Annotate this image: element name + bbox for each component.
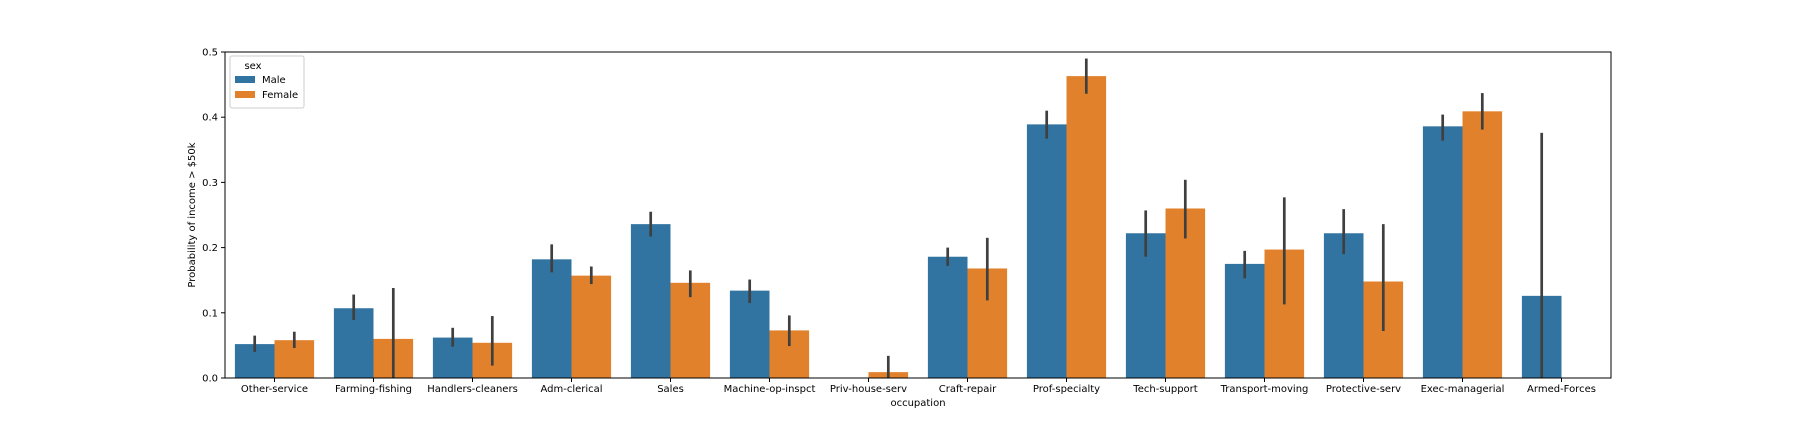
x-axis-label: occupation [890,398,945,409]
bar-female-adm-clerical [571,275,612,378]
x-tick-label: Sales [657,384,684,395]
bar-male-craft-repair [927,256,968,378]
bars-layer [234,76,1562,379]
y-tick-label: 0.3 [202,178,218,189]
y-tick-label: 0.1 [202,308,218,319]
bar-male-prof-specialty [1026,124,1067,378]
y-axis-label: Probability of income > $50k [187,142,198,287]
bar-female-prof-specialty [1066,76,1107,379]
y-axis: 0.0 0.1 0.2 0.3 0.4 0.5 [202,48,225,385]
bar-female-exec-managerial [1462,111,1503,378]
x-tick-label: Other-service [241,384,308,395]
x-tick-label: Prof-specialty [1033,384,1100,395]
legend-swatch-male [235,76,255,83]
x-tick-label: Transport-moving [1220,384,1309,395]
x-tick-label: Craft-repair [939,384,997,395]
legend: sex Male Female [229,55,305,109]
x-tick-label: Machine-op-inspct [724,384,816,395]
y-tick-label: 0.0 [202,374,218,385]
legend-swatch-female [235,91,255,98]
x-tick-label: Priv-house-serv [830,384,907,395]
x-tick-label: Protective-serv [1326,384,1401,395]
legend-title: sex [244,61,261,72]
y-tick-label: 0.4 [202,113,218,124]
bar-male-tech-support [1125,233,1166,378]
error-bars-layer [253,58,1544,378]
x-tick-label: Farming-fishing [335,384,412,395]
legend-label-male: Male [262,75,286,86]
x-tick-label: Adm-clerical [540,384,602,395]
x-tick-label: Exec-managerial [1421,384,1505,395]
bar-male-transport-moving [1224,263,1265,378]
bar-female-sales [670,282,711,378]
y-tick-label: 0.2 [202,243,218,254]
y-tick-label: 0.5 [202,48,218,59]
legend-items: Male Female [235,75,298,101]
x-axis: Other-service Farming-fishing Handlers-cle… [241,378,1596,395]
bar-male-protective-serv [1323,233,1364,378]
bar-male-adm-clerical [531,259,572,378]
bar-male-exec-managerial [1422,126,1463,378]
bar-male-sales [630,224,671,378]
x-tick-label: Handlers-cleaners [427,384,518,395]
plot-frame [224,51,1612,379]
x-tick-label: Armed-Forces [1527,384,1596,395]
bar-male-machine-op-inspct [729,290,770,378]
x-tick-label: Tech-support [1132,384,1197,395]
legend-label-female: Female [262,90,298,101]
